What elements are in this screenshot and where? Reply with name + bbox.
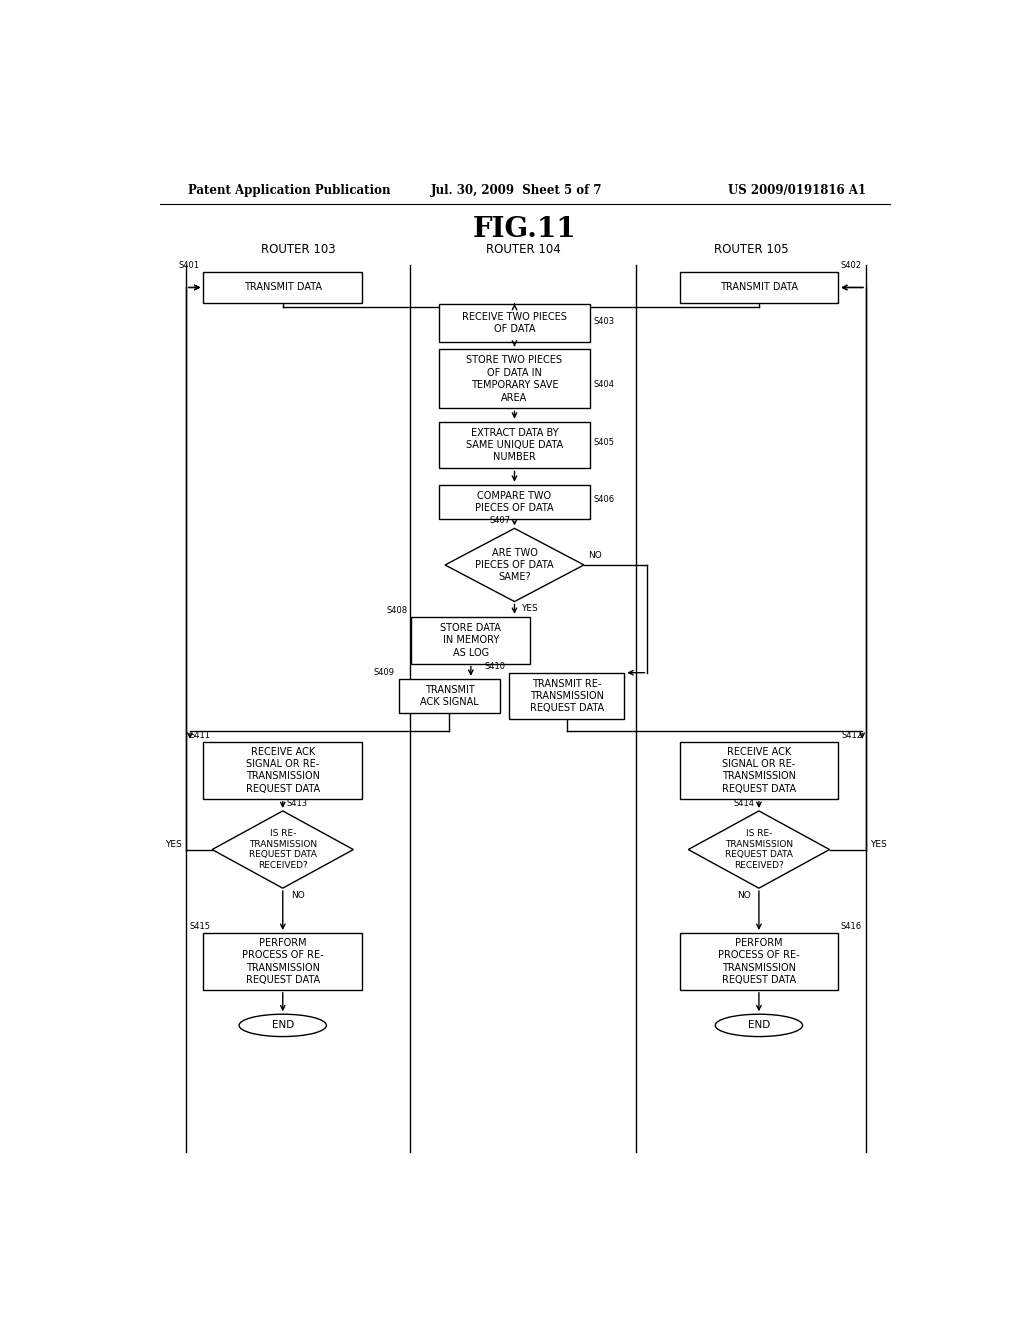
Text: S406: S406 bbox=[594, 495, 615, 504]
Text: US 2009/0191816 A1: US 2009/0191816 A1 bbox=[728, 185, 866, 198]
Ellipse shape bbox=[240, 1014, 327, 1036]
Text: S410: S410 bbox=[484, 661, 506, 671]
Text: S416: S416 bbox=[841, 921, 862, 931]
Text: S402: S402 bbox=[841, 261, 861, 271]
Text: Patent Application Publication: Patent Application Publication bbox=[187, 185, 390, 198]
Text: IS RE-
TRANSMISSION
REQUEST DATA
RECEIVED?: IS RE- TRANSMISSION REQUEST DATA RECEIVE… bbox=[249, 829, 316, 870]
Text: S401: S401 bbox=[178, 261, 200, 271]
Text: S409: S409 bbox=[374, 668, 394, 677]
FancyBboxPatch shape bbox=[412, 616, 530, 664]
Text: NO: NO bbox=[588, 550, 602, 560]
Text: TRANSMIT DATA: TRANSMIT DATA bbox=[720, 282, 798, 293]
Text: ROUTER 105: ROUTER 105 bbox=[714, 243, 788, 256]
FancyBboxPatch shape bbox=[439, 350, 590, 408]
Text: S412: S412 bbox=[841, 731, 862, 739]
FancyBboxPatch shape bbox=[439, 304, 590, 342]
Text: S405: S405 bbox=[594, 438, 614, 447]
Text: S404: S404 bbox=[594, 380, 614, 388]
FancyBboxPatch shape bbox=[204, 933, 362, 990]
Text: END: END bbox=[748, 1020, 770, 1031]
Text: S403: S403 bbox=[594, 317, 615, 326]
FancyBboxPatch shape bbox=[204, 272, 362, 302]
Ellipse shape bbox=[715, 1014, 803, 1036]
Text: STORE TWO PIECES
OF DATA IN
TEMPORARY SAVE
AREA: STORE TWO PIECES OF DATA IN TEMPORARY SA… bbox=[467, 355, 562, 403]
Text: EXTRACT DATA BY
SAME UNIQUE DATA
NUMBER: EXTRACT DATA BY SAME UNIQUE DATA NUMBER bbox=[466, 428, 563, 462]
Text: YES: YES bbox=[870, 840, 887, 849]
Text: ROUTER 103: ROUTER 103 bbox=[260, 243, 335, 256]
FancyBboxPatch shape bbox=[680, 272, 839, 302]
Text: IS RE-
TRANSMISSION
REQUEST DATA
RECEIVED?: IS RE- TRANSMISSION REQUEST DATA RECEIVE… bbox=[725, 829, 793, 870]
Text: S407: S407 bbox=[489, 516, 511, 525]
Text: Jul. 30, 2009  Sheet 5 of 7: Jul. 30, 2009 Sheet 5 of 7 bbox=[431, 185, 602, 198]
Text: ARE TWO
PIECES OF DATA
SAME?: ARE TWO PIECES OF DATA SAME? bbox=[475, 548, 554, 582]
Text: STORE DATA
IN MEMORY
AS LOG: STORE DATA IN MEMORY AS LOG bbox=[440, 623, 502, 657]
FancyBboxPatch shape bbox=[680, 742, 839, 799]
Text: PERFORM
PROCESS OF RE-
TRANSMISSION
REQUEST DATA: PERFORM PROCESS OF RE- TRANSMISSION REQU… bbox=[718, 937, 800, 985]
Text: S415: S415 bbox=[189, 921, 211, 931]
Text: RECEIVE TWO PIECES
OF DATA: RECEIVE TWO PIECES OF DATA bbox=[462, 312, 567, 334]
Text: RECEIVE ACK
SIGNAL OR RE-
TRANSMISSION
REQUEST DATA: RECEIVE ACK SIGNAL OR RE- TRANSMISSION R… bbox=[722, 747, 796, 793]
Text: S411: S411 bbox=[189, 731, 211, 739]
Text: YES: YES bbox=[521, 603, 538, 612]
Text: RECEIVE ACK
SIGNAL OR RE-
TRANSMISSION
REQUEST DATA: RECEIVE ACK SIGNAL OR RE- TRANSMISSION R… bbox=[246, 747, 319, 793]
FancyBboxPatch shape bbox=[398, 678, 500, 713]
FancyBboxPatch shape bbox=[204, 742, 362, 799]
Text: PERFORM
PROCESS OF RE-
TRANSMISSION
REQUEST DATA: PERFORM PROCESS OF RE- TRANSMISSION REQU… bbox=[242, 937, 324, 985]
Polygon shape bbox=[445, 528, 584, 602]
FancyBboxPatch shape bbox=[439, 484, 590, 519]
Text: END: END bbox=[271, 1020, 294, 1031]
FancyBboxPatch shape bbox=[680, 933, 839, 990]
Text: ROUTER 104: ROUTER 104 bbox=[485, 243, 560, 256]
Polygon shape bbox=[688, 810, 829, 888]
Text: NO: NO bbox=[737, 891, 751, 900]
Text: YES: YES bbox=[165, 840, 182, 849]
Text: S413: S413 bbox=[287, 799, 308, 808]
Polygon shape bbox=[212, 810, 353, 888]
Text: S414: S414 bbox=[734, 799, 755, 808]
Text: NO: NO bbox=[291, 891, 304, 900]
FancyBboxPatch shape bbox=[509, 673, 625, 719]
FancyBboxPatch shape bbox=[439, 421, 590, 469]
Text: S408: S408 bbox=[386, 606, 408, 615]
Text: COMPARE TWO
PIECES OF DATA: COMPARE TWO PIECES OF DATA bbox=[475, 491, 554, 513]
Text: TRANSMIT RE-
TRANSMISSION
REQUEST DATA: TRANSMIT RE- TRANSMISSION REQUEST DATA bbox=[529, 678, 604, 714]
Text: TRANSMIT DATA: TRANSMIT DATA bbox=[244, 282, 322, 293]
Text: FIG.11: FIG.11 bbox=[473, 216, 577, 243]
Text: TRANSMIT
ACK SIGNAL: TRANSMIT ACK SIGNAL bbox=[420, 685, 479, 708]
